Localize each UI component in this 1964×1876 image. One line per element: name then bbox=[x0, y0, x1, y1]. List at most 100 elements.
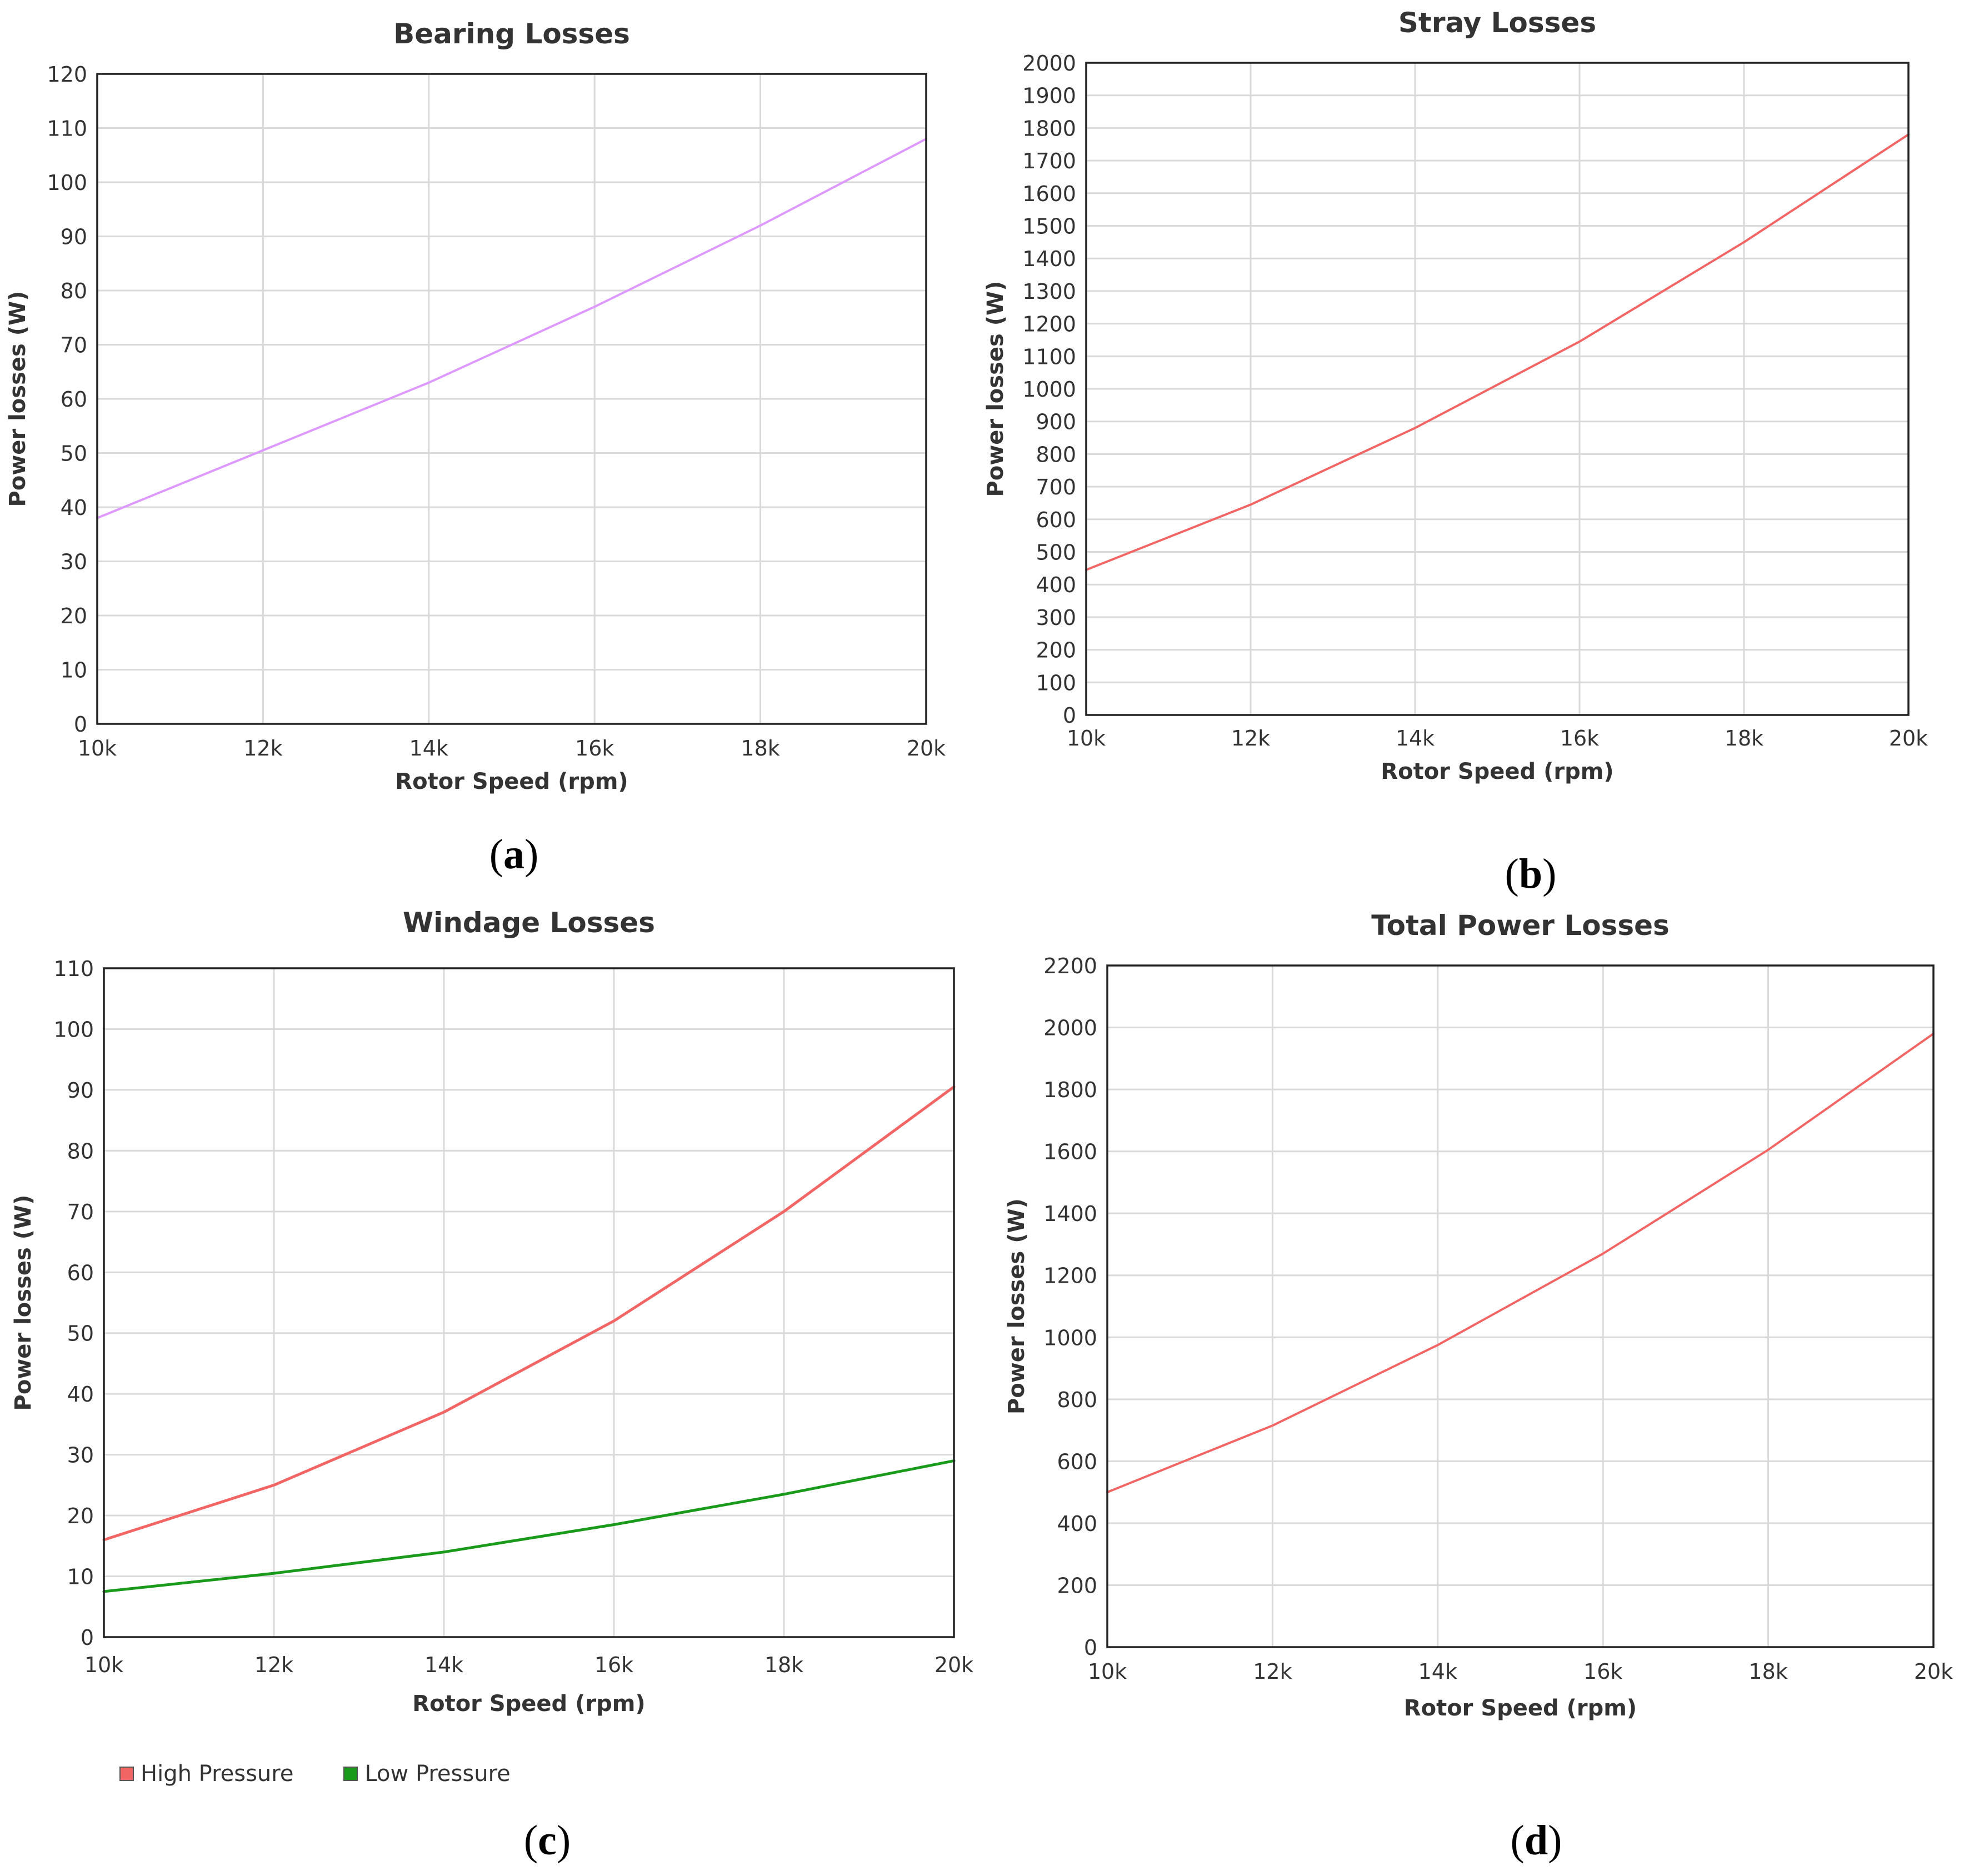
x-tick-label: 18k bbox=[741, 736, 779, 761]
chart-panel-b: Stray Losses 0 100 200 300 400 500 600 700 800 900… bbox=[0, 0, 1964, 806]
x-tick-label: 10k bbox=[84, 1653, 123, 1677]
y-tick-label: 200 bbox=[1036, 638, 1076, 663]
y-tick-label: 900 bbox=[1036, 410, 1076, 434]
y-tick-label: 50 bbox=[61, 442, 87, 466]
x-tick-label: 10k bbox=[1088, 1659, 1127, 1684]
y-tick-label: 80 bbox=[67, 1139, 94, 1163]
y-tick-label: 1800 bbox=[1022, 116, 1076, 141]
y-tick-label: 0 bbox=[1063, 703, 1076, 728]
y-tick-label: 110 bbox=[47, 117, 87, 141]
y-tick-label: 1100 bbox=[1022, 344, 1076, 369]
series-line-total-power-losses bbox=[1106, 1032, 1935, 1494]
chart-title: Windage Losses bbox=[403, 907, 655, 939]
y-axis-label: Power losses (W) bbox=[11, 1195, 36, 1411]
y-tick-label: 90 bbox=[67, 1078, 94, 1103]
x-tick-label: 12k bbox=[1253, 1659, 1292, 1684]
x-tick-label: 12k bbox=[1231, 726, 1270, 751]
low-pressure-swatch-icon bbox=[343, 1767, 358, 1781]
y-tick-label: 1700 bbox=[1022, 149, 1076, 173]
chart-title: Stray Losses bbox=[1398, 7, 1596, 39]
y-tick-label: 1200 bbox=[1043, 1264, 1097, 1288]
y-axis-label: Power losses (W) bbox=[5, 291, 31, 507]
y-tick-label: 800 bbox=[1057, 1388, 1097, 1412]
legend-label-high-pressure: High Pressure bbox=[141, 1761, 294, 1787]
y-tick-label: 20 bbox=[67, 1504, 94, 1528]
legend-label-low-pressure: Low Pressure bbox=[364, 1761, 511, 1787]
y-tick-label: 20 bbox=[61, 604, 87, 628]
y-tick-label: 80 bbox=[61, 279, 87, 303]
y-tick-label: 40 bbox=[61, 496, 87, 520]
y-tick-label: 2200 bbox=[1043, 954, 1097, 978]
y-tick-label: 1600 bbox=[1022, 182, 1076, 206]
x-tick-label: 16k bbox=[1583, 1659, 1622, 1684]
y-tick-label: 100 bbox=[1036, 671, 1076, 695]
x-tick-label: 10k bbox=[78, 736, 117, 761]
y-tick-label: 1400 bbox=[1043, 1202, 1097, 1226]
y-tick-label: 70 bbox=[61, 333, 87, 358]
y-tick-label: 700 bbox=[1036, 475, 1076, 499]
windage-losses-chart: Windage Losses 0 10 20 30 40 50 60 70 80 90 100 110 1… bbox=[11, 907, 973, 1717]
plot-frame bbox=[96, 73, 927, 725]
y-tick-label: 100 bbox=[53, 1017, 94, 1042]
series-line-stray-losses bbox=[1085, 133, 1910, 571]
series-line-high-pressure bbox=[102, 1085, 956, 1542]
x-tick-label: 18k bbox=[1748, 1659, 1787, 1684]
x-tick-label: 20k bbox=[907, 736, 946, 761]
y-axis-label: Power losses (W) bbox=[1004, 1198, 1030, 1414]
x-tick-label: 12k bbox=[243, 736, 282, 761]
y-tick-label: 60 bbox=[61, 387, 87, 412]
x-tick-label: 16k bbox=[575, 736, 614, 761]
y-tick-label: 40 bbox=[67, 1382, 94, 1407]
plot-frame bbox=[1085, 62, 1910, 716]
x-tick-label: 16k bbox=[594, 1653, 633, 1677]
legend-item-low-pressure: Low Pressure bbox=[343, 1761, 511, 1787]
y-tick-label: 400 bbox=[1036, 573, 1076, 597]
y-tick-label: 600 bbox=[1036, 508, 1076, 532]
x-tick-label: 20k bbox=[1889, 726, 1928, 751]
y-tick-label: 50 bbox=[67, 1322, 94, 1346]
x-axis-label: Rotor Speed (rpm) bbox=[412, 1691, 645, 1717]
x-axis-label: Rotor Speed (rpm) bbox=[395, 769, 628, 794]
x-tick-label: 20k bbox=[934, 1653, 973, 1677]
y-tick-label: 500 bbox=[1036, 541, 1076, 565]
caption-d: (d) bbox=[1510, 1817, 1562, 1864]
y-tick-label: 300 bbox=[1036, 606, 1076, 630]
x-tick-label: 14k bbox=[424, 1653, 463, 1677]
stray-losses-chart: Stray Losses 0 100 200 300 400 500 600 700 800 900… bbox=[983, 7, 1928, 784]
y-tick-label: 400 bbox=[1057, 1512, 1097, 1536]
chart-title: Total Power Losses bbox=[1371, 909, 1670, 942]
y-axis-label: Power losses (W) bbox=[983, 281, 1008, 497]
x-tick-label: 12k bbox=[254, 1653, 293, 1677]
caption-a: (a) bbox=[489, 831, 539, 878]
x-axis-label: Rotor Speed (rpm) bbox=[1404, 1695, 1637, 1721]
series-line-bearing-losses bbox=[96, 138, 927, 519]
y-tick-label: 100 bbox=[47, 171, 87, 195]
series-line-low-pressure bbox=[102, 1459, 956, 1593]
y-tick-label: 30 bbox=[67, 1443, 94, 1468]
chart-panel-a: Bearing Losses 0 10 20 30 40 50 60 70 80 90 100 110 1… bbox=[0, 0, 967, 806]
high-pressure-swatch-icon bbox=[119, 1767, 134, 1781]
y-tick-label: 1600 bbox=[1043, 1140, 1097, 1164]
x-tick-label: 18k bbox=[1725, 726, 1763, 751]
x-tick-label: 20k bbox=[1914, 1659, 1953, 1684]
y-tick-label: 120 bbox=[47, 62, 87, 87]
plot-frame bbox=[1106, 964, 1935, 1648]
x-axis-label: Rotor Speed (rpm) bbox=[1381, 759, 1613, 784]
y-tick-label: 1000 bbox=[1043, 1325, 1097, 1350]
y-tick-label: 70 bbox=[67, 1200, 94, 1224]
y-tick-label: 110 bbox=[53, 957, 94, 981]
y-tick-label: 0 bbox=[81, 1625, 94, 1650]
total-power-losses-chart: Total Power Losses 0 200 400 600 800 1000 1200 1… bbox=[1004, 909, 1953, 1721]
chart-title: Bearing Losses bbox=[393, 18, 630, 50]
y-tick-label: 0 bbox=[1084, 1635, 1097, 1660]
plot-frame bbox=[103, 967, 955, 1638]
y-tick-label: 1800 bbox=[1043, 1078, 1097, 1102]
y-tick-label: 200 bbox=[1057, 1573, 1097, 1598]
y-tick-label: 30 bbox=[61, 550, 87, 574]
y-tick-label: 1300 bbox=[1022, 279, 1076, 304]
y-tick-label: 1500 bbox=[1022, 214, 1076, 239]
chart-panel-c: Windage Losses 0 10 20 30 40 50 60 70 80 90 100 110 1… bbox=[0, 0, 978, 1750]
y-tick-label: 0 bbox=[74, 712, 87, 737]
y-tick-label: 1200 bbox=[1022, 312, 1076, 337]
x-tick-label: 10k bbox=[1067, 726, 1106, 751]
